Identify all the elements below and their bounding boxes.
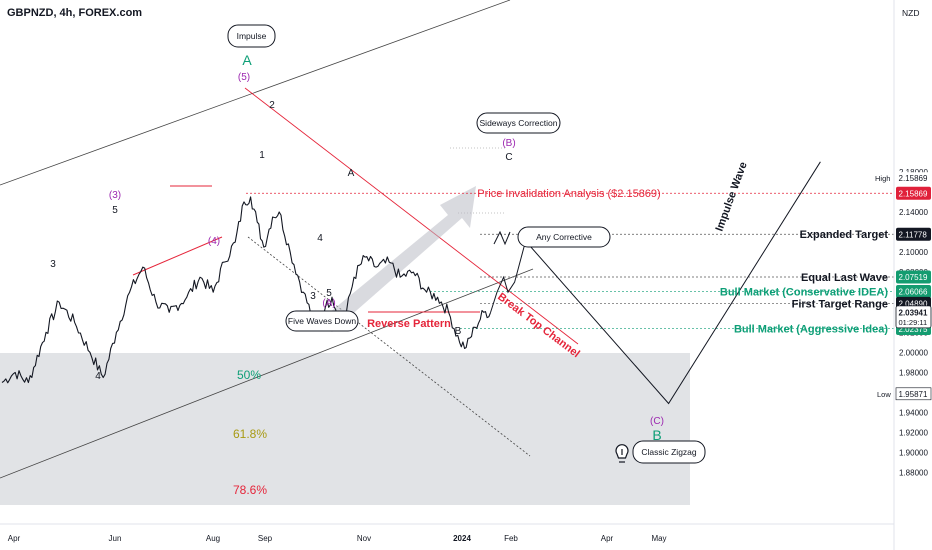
callout-text: Classic Zigzag [641, 447, 697, 457]
high-marker-pill [896, 172, 931, 185]
wave-label: A [242, 52, 252, 68]
wave-label: C [505, 152, 512, 163]
price-pill-equal [896, 270, 931, 284]
wave-3-support-line [132, 236, 223, 276]
level-label-equal: Equal Last Wave [801, 272, 888, 284]
y-tick-label: 1.88000 [899, 469, 928, 478]
price-pill-text-aggressive: 2.02375 [899, 325, 928, 334]
current-price-pill [895, 305, 932, 329]
wave-label: 3 [310, 291, 316, 302]
wave-label: 5 [326, 288, 332, 299]
lower-channel-line [0, 268, 534, 479]
x-tick-label: Sep [258, 534, 273, 543]
price-pill-text-expanded: 2.11778 [899, 230, 928, 239]
wave-label: (3) [109, 190, 121, 201]
price-pill-conservative [896, 285, 931, 299]
wave-label: 2 [269, 100, 275, 111]
level-label-invalidation: Price Invalidation Analysis ($2.15869) [477, 188, 660, 200]
callout-bubble[interactable] [227, 24, 276, 48]
price-pill-invalidation [896, 186, 931, 200]
downtrend-line [244, 87, 579, 345]
high-marker-price: 2.15869 [899, 174, 928, 183]
wave-label: B [455, 326, 462, 337]
y-tick-label: 2.14000 [899, 208, 928, 217]
x-tick-label: Aug [206, 534, 220, 543]
price-pill-text-invalidation: 2.15869 [899, 189, 928, 198]
level-label-aggressive: Bull Market (Aggressive Idea) [734, 324, 888, 336]
price-series-line [1, 196, 491, 384]
y-tick-label: 1.94000 [899, 409, 928, 418]
wave-label: 4 [95, 371, 101, 382]
wave-label: 4 [317, 233, 323, 244]
x-tick-label: Nov [357, 534, 371, 543]
annotation-reverse-pattern: Reverse Pattern [367, 318, 451, 330]
wave-projection-path [489, 161, 821, 405]
price-pill-text-conservative: 2.06066 [899, 288, 928, 297]
chart-symbol-title: GBPNZD, 4h, FOREX.com [7, 7, 142, 19]
level-label-conservative: Bull Market (Conservative IDEA) [720, 287, 888, 299]
wave-label: B [652, 427, 661, 443]
x-tick-label: Apr [601, 534, 614, 543]
low-marker-pill [895, 387, 932, 401]
low-marker-label: Low [877, 390, 891, 399]
fib-label: 50% [237, 368, 261, 382]
callout-text: Any Corrective [536, 232, 592, 242]
axis-currency-label: NZD [902, 8, 919, 18]
wave-label: (4) [208, 236, 220, 247]
x-tick-label: Jun [109, 534, 122, 543]
price-pill-text-first: 2.04890 [899, 300, 928, 309]
callout-text: Sideways Correction [480, 118, 558, 128]
callout-text: Impulse [237, 31, 267, 41]
wave-label: (B) [502, 138, 515, 149]
current-price-text: 2.03941 [899, 308, 928, 317]
bar-countdown-text: 01:29:11 [899, 318, 928, 327]
wave-label: 3 [50, 259, 56, 270]
y-tick-label: 2.10000 [899, 248, 928, 257]
level-label-expanded: Expanded Target [800, 229, 889, 241]
wave-label: (A) [322, 298, 335, 309]
price-pill-expanded [896, 227, 931, 241]
wave-label: 1 [259, 150, 265, 161]
fib-label: 78.6% [233, 483, 267, 497]
low-marker-price: 1.95871 [899, 390, 928, 399]
level-label-first: First Target Range [792, 298, 888, 310]
callout-bubble[interactable] [517, 226, 611, 248]
x-tick-label: 2024 [453, 534, 471, 543]
callout-bubble[interactable] [476, 112, 561, 134]
x-tick-label: May [651, 534, 666, 543]
lightbulb-icon[interactable] [615, 444, 629, 463]
upper-channel-line [0, 0, 511, 186]
callout-text: Five Waves Down [288, 316, 356, 326]
x-tick-label: Apr [8, 534, 21, 543]
fib-retracement-zone [0, 353, 690, 505]
wave-label: (5) [238, 72, 250, 83]
downtrend-line-dotted [247, 236, 531, 457]
callout-bubble[interactable] [285, 310, 359, 332]
fib-label: 61.8% [233, 427, 267, 441]
y-tick-label: 1.90000 [899, 449, 928, 458]
high-marker-label: High [875, 174, 890, 183]
callout-bubble[interactable] [632, 440, 706, 464]
y-tick-label: 1.92000 [899, 429, 928, 438]
wave-label: A [348, 168, 355, 179]
x-tick-label: Feb [504, 534, 518, 543]
y-tick-label: 2.00000 [899, 348, 928, 357]
zigzag-icon [493, 230, 511, 246]
time-axis[interactable]: Apr Jun Aug Sep Nov 2024 Feb Apr May [8, 534, 667, 543]
wave-label: 5 [112, 205, 118, 216]
wave-label: (C) [650, 416, 664, 427]
y-tick-label: 1.98000 [899, 368, 928, 377]
price-pill-text-equal: 2.07519 [899, 273, 928, 282]
forecast-arrow [318, 186, 476, 332]
